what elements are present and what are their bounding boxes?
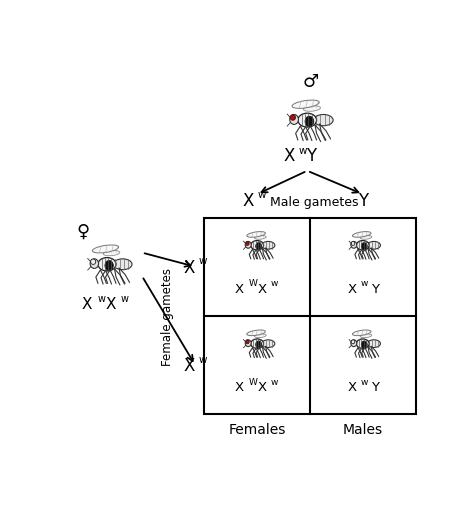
Ellipse shape <box>105 261 113 271</box>
Ellipse shape <box>90 260 99 269</box>
Text: Females: Females <box>228 422 286 436</box>
Text: X: X <box>82 296 92 311</box>
Ellipse shape <box>247 232 265 238</box>
Text: W: W <box>248 377 257 386</box>
Text: w: w <box>198 354 207 364</box>
Ellipse shape <box>367 340 381 348</box>
Text: Y: Y <box>371 282 379 295</box>
Text: Y: Y <box>358 191 368 210</box>
Ellipse shape <box>356 241 369 250</box>
Ellipse shape <box>360 334 372 338</box>
Text: X: X <box>105 296 116 311</box>
Ellipse shape <box>91 260 96 265</box>
Ellipse shape <box>246 340 249 344</box>
Ellipse shape <box>356 339 369 349</box>
Ellipse shape <box>351 242 355 246</box>
Ellipse shape <box>351 340 355 344</box>
Text: w: w <box>257 189 266 199</box>
Ellipse shape <box>360 236 372 240</box>
Text: w: w <box>271 377 279 386</box>
Ellipse shape <box>245 242 251 249</box>
Ellipse shape <box>255 334 266 338</box>
Ellipse shape <box>98 258 116 272</box>
Ellipse shape <box>352 232 371 238</box>
Ellipse shape <box>113 260 132 270</box>
Text: X: X <box>183 258 195 276</box>
Ellipse shape <box>290 115 299 125</box>
Ellipse shape <box>103 251 120 256</box>
Ellipse shape <box>351 242 357 249</box>
Text: X: X <box>257 282 266 295</box>
Text: w: w <box>361 377 368 386</box>
Text: Female gametes: Female gametes <box>161 267 174 365</box>
Text: Males: Males <box>343 422 383 436</box>
Text: X: X <box>183 357 195 374</box>
Ellipse shape <box>305 117 314 127</box>
Ellipse shape <box>290 116 295 121</box>
Text: ♂: ♂ <box>303 73 319 91</box>
Ellipse shape <box>251 241 264 250</box>
Text: ♀: ♀ <box>77 223 90 241</box>
Text: X: X <box>257 380 266 393</box>
Ellipse shape <box>367 242 381 249</box>
Text: w: w <box>121 293 128 304</box>
Text: Y: Y <box>371 380 379 393</box>
Text: X: X <box>235 282 244 295</box>
Ellipse shape <box>314 115 333 126</box>
Text: X: X <box>347 282 356 295</box>
Ellipse shape <box>255 243 262 250</box>
Text: X: X <box>284 147 295 165</box>
Ellipse shape <box>351 340 357 347</box>
Ellipse shape <box>251 339 264 349</box>
Text: w: w <box>97 293 105 304</box>
Ellipse shape <box>245 340 251 347</box>
Ellipse shape <box>292 101 319 109</box>
Ellipse shape <box>352 330 371 336</box>
Bar <box>204 218 416 415</box>
Ellipse shape <box>303 107 320 112</box>
Ellipse shape <box>262 242 275 249</box>
Ellipse shape <box>247 330 265 336</box>
Ellipse shape <box>255 236 266 240</box>
Ellipse shape <box>298 114 317 128</box>
Text: w: w <box>198 256 207 266</box>
Ellipse shape <box>361 243 367 250</box>
Text: X: X <box>347 380 356 393</box>
Ellipse shape <box>246 242 249 246</box>
Ellipse shape <box>255 341 262 348</box>
Text: Y: Y <box>306 147 316 165</box>
Text: w: w <box>298 146 307 156</box>
Text: X: X <box>235 380 244 393</box>
Ellipse shape <box>262 340 275 348</box>
Ellipse shape <box>361 341 367 348</box>
Text: W: W <box>248 279 257 288</box>
Text: w: w <box>271 279 279 288</box>
Text: X: X <box>242 191 254 210</box>
Ellipse shape <box>92 245 118 254</box>
Text: w: w <box>361 279 368 288</box>
Text: Male gametes: Male gametes <box>270 196 359 209</box>
